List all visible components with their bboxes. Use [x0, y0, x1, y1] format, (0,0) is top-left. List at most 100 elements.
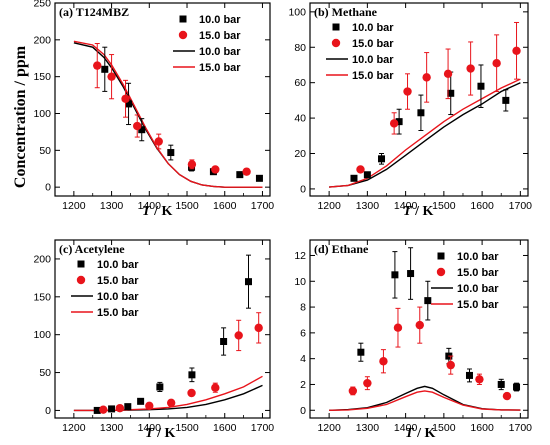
data-point-red	[166, 398, 176, 408]
legend-label: 15.0 bar	[352, 70, 394, 82]
panel-title: (d) Ethane	[314, 242, 369, 256]
legend-label: 15.0 bar	[457, 299, 499, 311]
data-point-red	[502, 391, 512, 401]
data-point-red	[211, 383, 220, 392]
legend: 10.0 bar 15.0 bar 10.0 bar 15.0 bar	[326, 22, 394, 82]
y-tick-label: 150	[33, 71, 51, 83]
legend-label: 15.0 bar	[352, 38, 394, 50]
series-line-black	[329, 385, 521, 411]
legend-label: 10.0 bar	[352, 54, 394, 66]
data-point-red	[93, 61, 102, 70]
data-point-red	[363, 378, 372, 388]
legend-label: 15.0 bar	[199, 30, 241, 42]
data-point-black	[424, 297, 432, 305]
x-tick-label: 1400	[138, 422, 162, 434]
data-point-red	[133, 121, 142, 131]
y-tick-label: 10	[294, 276, 306, 288]
x-tick-label: 1700	[251, 422, 275, 434]
y-tick-label: 100	[33, 329, 51, 341]
y-tick-label: 100	[288, 6, 306, 18]
data-point-black	[363, 171, 371, 179]
y-tick-label: 200	[33, 34, 51, 46]
x-tick-label: 1300	[100, 200, 124, 212]
data-point-black	[465, 371, 473, 379]
y-tick-label: 2	[300, 379, 306, 391]
legend-marker-red	[76, 275, 86, 285]
legend-marker-black	[437, 252, 445, 260]
data-point-red	[443, 69, 453, 79]
x-axis-label-right-rest: / K	[412, 204, 434, 219]
data-point-red	[187, 160, 197, 169]
data-point-red	[107, 72, 116, 81]
legend-marker-red	[436, 267, 446, 277]
series-line-red	[73, 375, 263, 412]
legend-marker-red	[331, 38, 341, 48]
data-point-black	[391, 271, 399, 279]
data-point-red	[466, 64, 475, 73]
data-point-red	[475, 375, 484, 384]
x-tick-label: 1300	[100, 422, 124, 434]
y-tick-label: 250	[33, 0, 51, 10]
x-tick-label: 1700	[509, 422, 533, 434]
data-point-black	[417, 109, 425, 117]
y-tick-label: 150	[33, 291, 51, 303]
y-tick-label: 0	[45, 405, 51, 417]
x-tick-label: 1600	[213, 200, 237, 212]
x-tick-label: 1200	[317, 200, 341, 212]
x-tick-label: 1400	[394, 200, 418, 212]
data-point-black	[350, 174, 358, 182]
x-tick-label: 1500	[432, 422, 456, 434]
data-point-red	[187, 388, 196, 398]
data-point-black	[477, 82, 485, 90]
data-point-red	[393, 323, 403, 332]
y-tick-label: 40	[294, 113, 306, 125]
x-axis-label-right: T / K	[403, 204, 433, 219]
data-point-red	[234, 331, 243, 340]
legend-label: 10.0 bar	[97, 291, 139, 303]
series-line-red	[73, 40, 263, 188]
y-tick-label: 60	[294, 77, 306, 89]
data-point-black	[407, 270, 415, 278]
y-tick-label: 0	[300, 405, 306, 417]
plot-frame	[54, 239, 271, 419]
series-line-black	[329, 82, 521, 188]
x-tick-label: 1700	[251, 200, 275, 212]
data-point-black	[502, 96, 510, 104]
y-tick-label: 0	[45, 182, 51, 194]
x-axis-label-left-italic: T	[142, 204, 152, 219]
data-point-black	[124, 403, 132, 411]
x-tick-label: 1700	[509, 200, 533, 212]
series-line-red	[329, 390, 521, 411]
data-point-red	[403, 87, 412, 96]
panel-title: (b) Methane	[314, 5, 378, 19]
plot-frame	[54, 2, 271, 197]
data-point-black	[108, 405, 116, 413]
panel-title: (a) T124MBZ	[59, 5, 129, 19]
legend: 10.0 bar 15.0 bar 10.0 bar 15.0 bar	[71, 259, 139, 319]
x-tick-label: 1200	[62, 200, 86, 212]
legend: 10.0 bar 15.0 bar 10.0 bar 15.0 bar	[173, 14, 241, 74]
legend-label: 15.0 bar	[97, 307, 139, 319]
data-point-red	[389, 119, 399, 128]
x-tick-label: 1200	[317, 422, 341, 434]
x-tick-label: 1200	[62, 422, 86, 434]
data-point-black	[447, 89, 455, 97]
data-point-red	[254, 323, 263, 333]
y-tick-label: 12	[294, 250, 306, 262]
x-axis-label-right-italic: T	[403, 204, 413, 219]
data-point-black	[125, 100, 133, 108]
plot-frame	[309, 239, 529, 419]
y-tick-label: 80	[294, 42, 306, 54]
x-tick-label: 1400	[138, 200, 162, 212]
y-axis-label: Concentration / ppm	[12, 45, 29, 188]
legend-marker-black	[179, 15, 187, 23]
chart-panel-4: 1200 1300 1400 1500 1600 1700 0 2 4 6 8 10 12 (d) Eth…	[294, 239, 533, 434]
x-tick-label: 1300	[356, 200, 380, 212]
data-point-black	[167, 149, 175, 157]
data-point-red	[356, 165, 365, 174]
y-tick-label: 8	[300, 302, 306, 314]
panel-title: (c) Acetylene	[59, 242, 125, 256]
data-point-black	[236, 171, 244, 179]
data-point-black	[497, 380, 505, 388]
